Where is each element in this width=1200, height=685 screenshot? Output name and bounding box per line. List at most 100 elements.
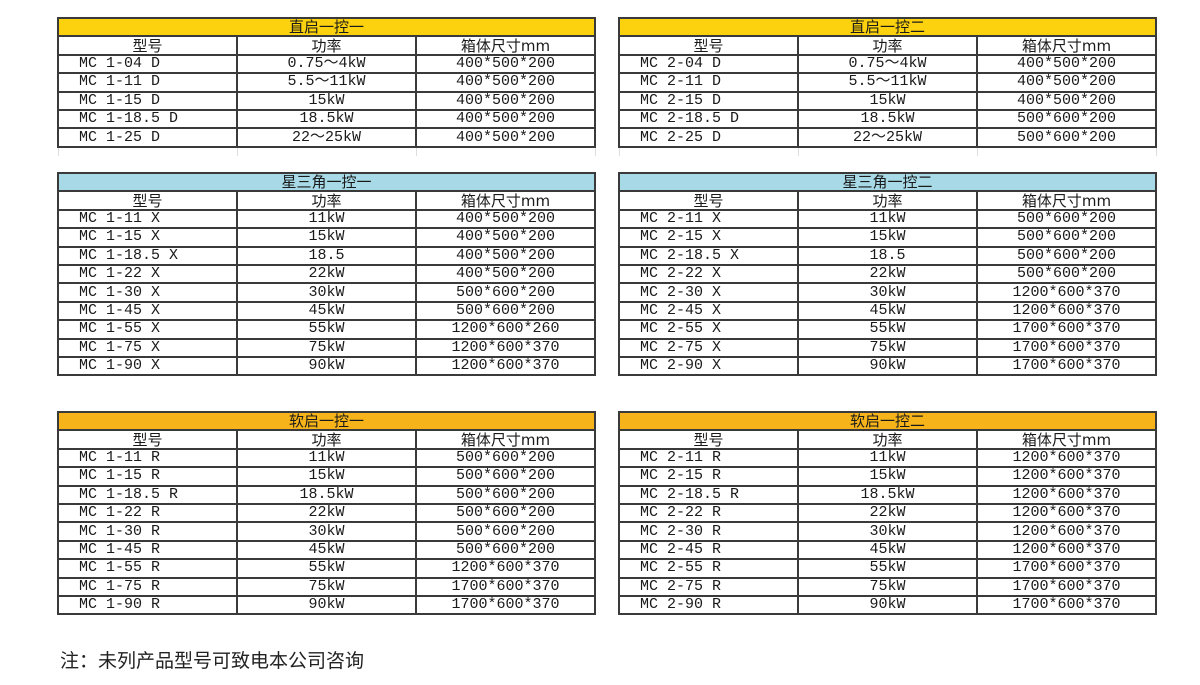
size-cell: 500*600*200 (415, 466, 596, 487)
size-cell: 400*500*200 (976, 90, 1157, 111)
table-row: MC 2-18.5 R 18.5kW 1200*600*370 (618, 484, 1157, 505)
power-cell: 22kW (797, 502, 978, 524)
model-cell: MC 2-18.5 D (618, 108, 799, 130)
size-cell: 500*600*200 (976, 245, 1157, 266)
model-cell: MC 1-30 R (57, 521, 238, 542)
table-row: MC 2-22 R 22kW 1200*600*370 (618, 502, 1157, 524)
size-cell: 1700*600*370 (976, 319, 1157, 340)
column-header: 功率 (797, 35, 978, 56)
size-cell: 500*600*200 (415, 521, 596, 542)
table-row: MC 1-90 X 90kW 1200*600*370 (57, 355, 596, 377)
size-cell: 500*600*200 (415, 484, 596, 505)
power-cell: 5.5～11kW (236, 72, 417, 93)
model-cell: MC 1-30 X (57, 282, 238, 303)
size-cell: 400*500*200 (976, 72, 1157, 93)
table-title: 星三角一控二 (618, 171, 1157, 193)
power-cell: 30kW (236, 282, 417, 303)
table-row: MC 1-90 R 90kW 1700*600*370 (57, 594, 596, 616)
column-header: 箱体尺寸mm (976, 190, 1157, 211)
column-header: 箱体尺寸mm (415, 35, 596, 56)
power-cell: 55kW (236, 558, 417, 579)
model-cell: MC 1-18.5 D (57, 108, 238, 130)
size-cell: 500*600*200 (976, 208, 1157, 230)
power-cell: 15kW (797, 466, 978, 487)
power-cell: 45kW (236, 539, 417, 561)
model-cell: MC 2-55 R (618, 558, 799, 579)
size-cell: 500*600*200 (415, 282, 596, 303)
model-cell: MC 2-90 R (618, 594, 799, 616)
power-cell: 30kW (797, 521, 978, 542)
model-cell: MC 1-04 D (57, 53, 238, 75)
model-cell: MC 2-25 D (618, 127, 799, 148)
power-cell: 22kW (236, 502, 417, 524)
table-row: MC 1-75 R 75kW 1700*600*370 (57, 576, 596, 597)
power-cell: 22～25kW (236, 127, 417, 148)
power-cell: 18.5 (797, 245, 978, 266)
model-cell: MC 1-90 R (57, 594, 238, 616)
table-row: MC 1-30 X 30kW 500*600*200 (57, 282, 596, 303)
power-cell: 18.5kW (236, 108, 417, 130)
table-row: MC 1-25 D 22～25kW 400*500*200 (57, 127, 596, 148)
spec-table: 软启一控二 型号 功率 箱体尺寸mm MC 2-11 R 11kW 1200*600*370… (618, 410, 1157, 616)
model-cell: MC 2-45 R (618, 539, 799, 561)
model-cell: MC 2-11 X (618, 208, 799, 230)
model-cell: MC 1-11 D (57, 72, 238, 93)
table-row: MC 2-18.5 X 18.5 500*600*200 (618, 245, 1157, 266)
size-cell: 400*500*200 (976, 53, 1157, 75)
size-cell: 1700*600*370 (976, 594, 1157, 616)
size-cell: 500*600*200 (415, 300, 596, 322)
power-cell: 22kW (797, 263, 978, 285)
table-row: MC 1-55 R 55kW 1200*600*370 (57, 558, 596, 579)
power-cell: 55kW (797, 558, 978, 579)
model-cell: MC 1-15 R (57, 466, 238, 487)
table-row: MC 2-11 D 5.5～11kW 400*500*200 (618, 72, 1157, 93)
model-cell: MC 1-75 R (57, 576, 238, 597)
model-cell: MC 1-18.5 R (57, 484, 238, 505)
column-header: 型号 (618, 190, 799, 211)
spec-table: 星三角一控二 型号 功率 箱体尺寸mm MC 2-11 X 11kW 500*600*200… (618, 171, 1157, 377)
power-cell: 90kW (797, 355, 978, 377)
table-row: MC 2-55 X 55kW 1700*600*370 (618, 319, 1157, 340)
table-row: MC 1-15 R 15kW 500*600*200 (57, 466, 596, 487)
model-cell: MC 2-22 R (618, 502, 799, 524)
power-cell: 75kW (236, 576, 417, 597)
size-cell: 1200*600*370 (976, 521, 1157, 542)
table-row: MC 2-30 X 30kW 1200*600*370 (618, 282, 1157, 303)
column-header: 箱体尺寸mm (976, 35, 1157, 56)
power-cell: 15kW (236, 466, 417, 487)
spec-table: 直启一控二 型号 功率 箱体尺寸mm MC 2-04 D 0.75～4kW 400*500*… (618, 16, 1157, 156)
power-cell: 45kW (797, 539, 978, 561)
power-cell: 0.75～4kW (236, 53, 417, 75)
size-cell: 1200*600*370 (415, 558, 596, 579)
table-row: MC 2-45 R 45kW 1200*600*370 (618, 539, 1157, 561)
power-cell: 45kW (797, 300, 978, 322)
table-row: MC 1-55 X 55kW 1200*600*260 (57, 319, 596, 340)
power-cell: 15kW (236, 227, 417, 248)
table-row: MC 1-45 R 45kW 500*600*200 (57, 539, 596, 561)
power-cell: 90kW (236, 594, 417, 616)
column-header: 功率 (797, 429, 978, 450)
table-row: MC 2-11 X 11kW 500*600*200 (618, 208, 1157, 230)
column-header: 功率 (797, 190, 978, 211)
power-cell: 90kW (236, 355, 417, 377)
model-cell: MC 1-22 X (57, 263, 238, 285)
model-cell: MC 2-55 X (618, 319, 799, 340)
table-title: 软启一控二 (618, 410, 1157, 432)
table-row: MC 2-15 R 15kW 1200*600*370 (618, 466, 1157, 487)
model-cell: MC 1-11 X (57, 208, 238, 230)
table-row: MC 2-18.5 D 18.5kW 500*600*200 (618, 108, 1157, 130)
model-cell: MC 2-90 X (618, 355, 799, 377)
table-row: MC 2-90 R 90kW 1700*600*370 (618, 594, 1157, 616)
table-title: 直启一控二 (618, 16, 1157, 38)
spec-table: 软启一控一 型号 功率 箱体尺寸mm MC 1-11 R 11kW 500*600*200 M… (57, 410, 596, 616)
power-cell: 11kW (236, 447, 417, 469)
power-cell: 18.5kW (797, 108, 978, 130)
size-cell: 1700*600*370 (976, 337, 1157, 358)
model-cell: MC 2-04 D (618, 53, 799, 75)
size-cell: 1200*600*260 (415, 319, 596, 340)
power-cell: 55kW (797, 319, 978, 340)
model-cell: MC 2-11 R (618, 447, 799, 469)
size-cell: 400*500*200 (415, 245, 596, 266)
table-row: MC 1-18.5 R 18.5kW 500*600*200 (57, 484, 596, 505)
table-row: MC 2-22 X 22kW 500*600*200 (618, 263, 1157, 285)
